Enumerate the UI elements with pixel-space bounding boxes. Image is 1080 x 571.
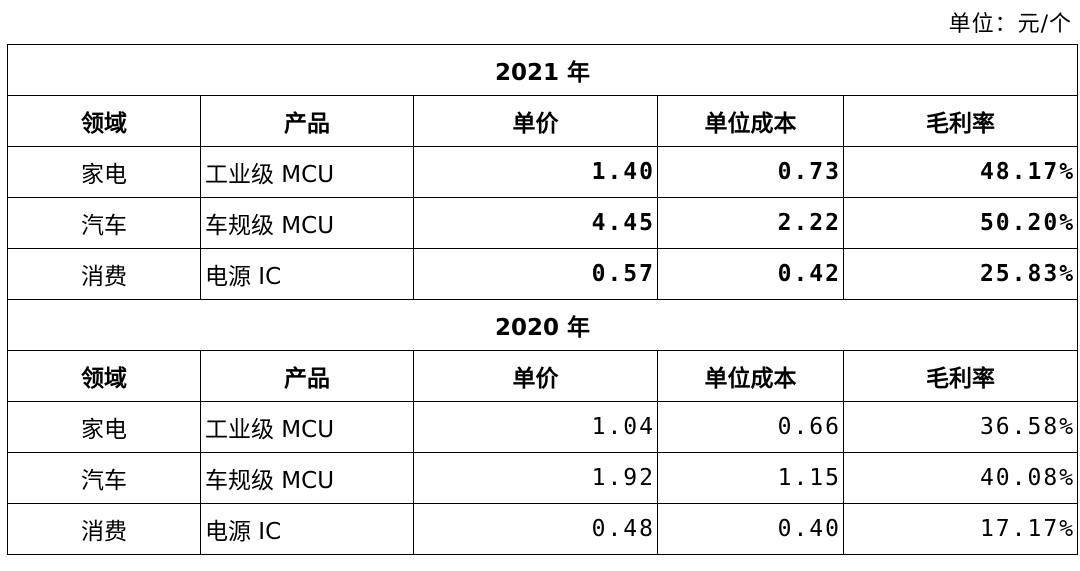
- cell: 0.73: [657, 146, 844, 198]
- header-row: 领域 产品 单价 单位成本 毛利率: [7, 350, 1079, 402]
- data-row: 消费 电源 IC 0.48 0.40 17.17%: [7, 503, 1079, 555]
- data-row: 汽车 车规级 MCU 4.45 2.22 50.20%: [7, 197, 1079, 249]
- data-row: 汽车 车规级 MCU 1.92 1.15 40.08%: [7, 452, 1079, 504]
- cell: 电源 IC: [200, 248, 414, 300]
- cell: 车规级 MCU: [200, 197, 414, 249]
- cell: 电源 IC: [200, 503, 414, 555]
- header-row: 领域 产品 单价 单位成本 毛利率: [7, 95, 1079, 147]
- cell: 17.17%: [842, 503, 1079, 555]
- cell: 工业级 MCU: [200, 401, 414, 453]
- unit-label: 单位：元/个: [948, 12, 1072, 37]
- cell: 1.40: [413, 146, 658, 198]
- header-cell: 单位成本: [657, 350, 844, 402]
- year-cell: 2021 年: [6, 44, 1079, 96]
- cell: 2.22: [657, 197, 844, 249]
- header-cell: 产品: [200, 350, 414, 402]
- cell: 4.45: [413, 197, 658, 249]
- cell: 汽车: [7, 452, 201, 504]
- header-cell: 领域: [7, 350, 201, 402]
- cell: 1.15: [657, 452, 844, 504]
- header-cell: 领域: [7, 95, 201, 147]
- data-row: 家电 工业级 MCU 1.40 0.73 48.17%: [7, 146, 1079, 198]
- cell: 0.48: [413, 503, 658, 555]
- cell: 0.42: [657, 248, 844, 300]
- cell: 1.92: [413, 452, 658, 504]
- cell: 50.20%: [842, 197, 1079, 249]
- cell: 0.40: [657, 503, 844, 555]
- cell: 25.83%: [842, 248, 1079, 300]
- header-cell: 单位成本: [657, 95, 844, 147]
- cell: 36.58%: [842, 401, 1079, 453]
- cell: 0.66: [657, 401, 844, 453]
- year-cell: 2020 年: [6, 299, 1079, 351]
- cell: 消费: [7, 248, 201, 300]
- cell: 消费: [7, 503, 201, 555]
- year-row: 2021 年: [6, 44, 1079, 96]
- header-cell: 产品: [200, 95, 414, 147]
- data-row: 家电 工业级 MCU 1.04 0.66 36.58%: [7, 401, 1079, 453]
- header-cell: 单价: [413, 350, 658, 402]
- cell: 家电: [7, 401, 201, 453]
- data-table: 2021 年领域 产品 单价 单位成本 毛利率 家电 工业级 MCU 1.40 0.73 48.1…: [6, 44, 1079, 555]
- cell: 车规级 MCU: [200, 452, 414, 504]
- cell: 40.08%: [842, 452, 1079, 504]
- header-cell: 单价: [413, 95, 658, 147]
- cell: 家电: [7, 146, 201, 198]
- data-row: 消费 电源 IC 0.57 0.42 25.83%: [7, 248, 1079, 300]
- header-cell: 毛利率: [842, 95, 1079, 147]
- cell: 1.04: [413, 401, 658, 453]
- cell: 0.57: [413, 248, 658, 300]
- year-row: 2020 年: [6, 299, 1079, 351]
- cell: 48.17%: [842, 146, 1079, 198]
- cell: 工业级 MCU: [200, 146, 414, 198]
- header-cell: 毛利率: [842, 350, 1079, 402]
- cell: 汽车: [7, 197, 201, 249]
